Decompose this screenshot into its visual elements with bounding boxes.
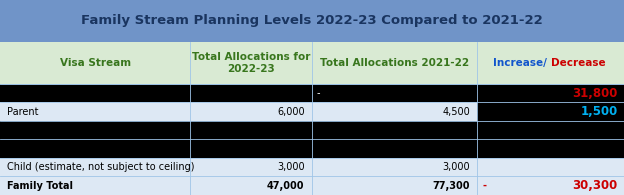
- Text: 47,000: 47,000: [267, 181, 305, 191]
- Bar: [477, 102, 624, 121]
- Text: 3,000: 3,000: [277, 162, 305, 172]
- Bar: [477, 84, 624, 102]
- Text: Child (estimate, not subject to ceiling): Child (estimate, not subject to ceiling): [7, 162, 195, 172]
- Bar: [312, 176, 477, 195]
- Text: Decrease: Decrease: [551, 58, 605, 68]
- Text: Total Allocations for
2022-23: Total Allocations for 2022-23: [192, 52, 310, 74]
- Bar: [312, 84, 477, 102]
- Bar: [312, 121, 477, 139]
- Bar: [312, 158, 477, 176]
- Bar: [0, 139, 190, 158]
- Bar: [0, 176, 190, 195]
- Bar: [0, 84, 190, 102]
- Bar: [190, 102, 312, 121]
- Text: Increase/: Increase/: [493, 58, 551, 68]
- Bar: [0, 0, 624, 42]
- Bar: [477, 158, 624, 176]
- Bar: [477, 176, 624, 195]
- Bar: [190, 84, 312, 102]
- Bar: [190, 176, 312, 195]
- Text: 1,500: 1,500: [580, 105, 618, 118]
- Bar: [190, 139, 312, 158]
- Text: Visa Stream: Visa Stream: [60, 58, 130, 68]
- Bar: [0, 158, 190, 176]
- Text: Parent: Parent: [7, 107, 39, 117]
- Text: Family Total: Family Total: [7, 181, 74, 191]
- Text: -: -: [317, 88, 321, 98]
- Bar: [0, 42, 624, 84]
- Text: 77,300: 77,300: [432, 181, 470, 191]
- Bar: [190, 158, 312, 176]
- Text: 30,300: 30,300: [572, 179, 618, 192]
- Bar: [0, 102, 190, 121]
- Bar: [312, 102, 477, 121]
- Bar: [477, 121, 624, 139]
- Text: -: -: [482, 181, 486, 191]
- Text: Family Stream Planning Levels 2022-23 Compared to 2021-22: Family Stream Planning Levels 2022-23 Co…: [81, 14, 543, 27]
- Bar: [312, 139, 477, 158]
- Text: 3,000: 3,000: [442, 162, 470, 172]
- Text: 31,800: 31,800: [572, 87, 618, 100]
- Bar: [477, 139, 624, 158]
- Bar: [0, 121, 190, 139]
- Text: Total Allocations 2021-22: Total Allocations 2021-22: [320, 58, 469, 68]
- Text: 6,000: 6,000: [277, 107, 305, 117]
- Bar: [190, 121, 312, 139]
- Text: 4,500: 4,500: [442, 107, 470, 117]
